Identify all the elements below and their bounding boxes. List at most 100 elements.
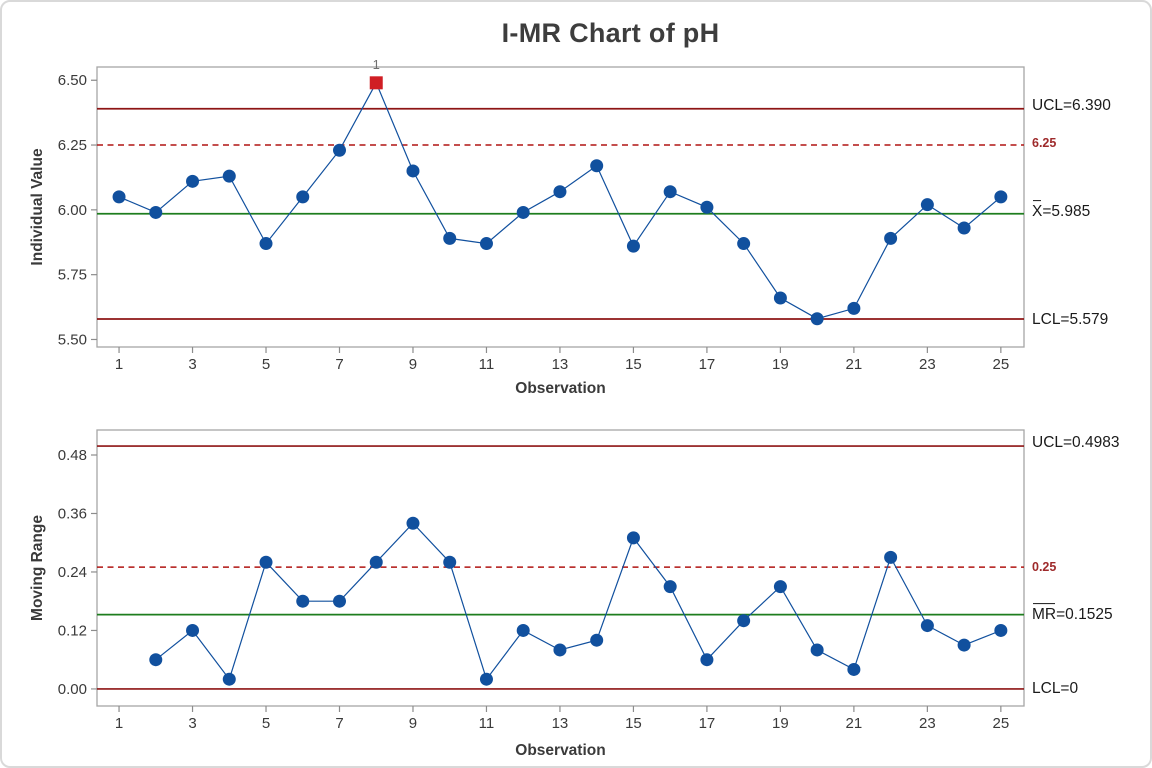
y-tick-label: 5.75: [58, 267, 87, 284]
ooc-flag-label: 1: [373, 57, 380, 72]
x-tick-label: 21: [846, 356, 863, 373]
data-point: [222, 169, 236, 183]
xbar-symbol: X: [1032, 199, 1043, 221]
data-point: [700, 653, 714, 667]
y-tick-label: 5.50: [58, 331, 87, 348]
x-tick-label: 21: [846, 715, 863, 732]
x-tick-label: 17: [699, 356, 716, 373]
data-point: [259, 237, 273, 251]
data-point: [443, 555, 457, 569]
data-point: [737, 614, 751, 628]
data-point: [957, 638, 971, 652]
chart-title: I-MR Chart of pH: [501, 18, 720, 48]
data-point: [332, 143, 346, 157]
data-point: [884, 550, 898, 564]
x-tick-label: 1: [115, 715, 123, 732]
x-tick-label: 11: [479, 715, 495, 732]
data-point: [626, 239, 640, 253]
data-point: [920, 619, 934, 633]
x-tick-label: 23: [919, 715, 936, 732]
data-point: [222, 672, 236, 686]
ucl-label-individuals: UCL=6.390: [1032, 97, 1111, 115]
lcl-label-individuals: LCL=5.579: [1032, 311, 1109, 329]
y-tick-label: 0.12: [58, 622, 87, 639]
y-tick-label: 6.00: [58, 202, 87, 219]
center-label-moving-range: MR=0.1525: [1032, 602, 1113, 624]
data-point: [553, 643, 567, 657]
y-tick-label: 0.24: [58, 564, 87, 581]
x-tick-label: 15: [625, 715, 642, 732]
x-tick-label: 9: [409, 715, 417, 732]
reference-label-moving-range: 0.25: [1032, 559, 1057, 574]
data-point: [186, 174, 200, 188]
data-point: [663, 580, 677, 594]
ucl-label-moving-range: UCL=0.4983: [1032, 434, 1120, 452]
series-line: [155, 522, 1002, 681]
data-point: [884, 231, 898, 245]
mrbar-symbol: MR: [1032, 602, 1057, 624]
data-point: [920, 198, 934, 212]
data-point: [149, 205, 163, 219]
data-point: [847, 301, 861, 315]
x-tick-label: 19: [772, 715, 789, 732]
data-point: [332, 594, 346, 608]
data-point: [994, 623, 1008, 637]
center-value-individuals: =5.985: [1042, 203, 1091, 221]
moving_range-chart: [91, 429, 1025, 712]
y-axis-title: Moving Range: [29, 515, 46, 621]
data-point: [847, 662, 861, 676]
data-point: [590, 633, 604, 647]
data-point: [406, 164, 420, 178]
y-tick-label: 0.48: [58, 447, 87, 464]
x-tick-label: 5: [262, 356, 270, 373]
center-value-moving-range: =0.1525: [1056, 606, 1113, 624]
data-point: [443, 231, 457, 245]
data-point: [149, 653, 163, 667]
x-tick-label: 7: [335, 715, 343, 732]
data-point: [957, 221, 971, 235]
y-tick-label: 6.25: [58, 137, 87, 154]
data-point: [369, 555, 383, 569]
data-point: [626, 531, 640, 545]
data-point: [296, 594, 310, 608]
data-point: [994, 190, 1008, 204]
x-tick-label: 5: [262, 715, 270, 732]
x-tick-label: 1: [115, 356, 123, 373]
x-tick-label: 11: [479, 356, 495, 373]
x-axis-title: Observation: [515, 742, 605, 759]
x-axis-title: Observation: [515, 380, 605, 397]
data-point: [810, 643, 824, 657]
individuals-chart: [91, 66, 1025, 353]
data-point: [296, 190, 310, 204]
data-point: [186, 623, 200, 637]
data-point: [516, 623, 530, 637]
series-line: [118, 81, 1002, 320]
x-tick-label: 7: [335, 356, 343, 373]
data-point: [479, 672, 493, 686]
data-point: [773, 580, 787, 594]
data-point: [810, 312, 824, 326]
x-tick-label: 3: [188, 715, 196, 732]
data-point: [700, 200, 714, 214]
x-tick-label: 17: [699, 715, 716, 732]
data-point: [112, 190, 126, 204]
center-label-individuals: X=5.985: [1032, 199, 1091, 221]
data-point: [737, 237, 751, 251]
data-point: [259, 555, 273, 569]
data-point: [479, 237, 493, 251]
reference-label-individuals: 6.25: [1032, 135, 1057, 150]
data-point: [406, 516, 420, 530]
data-point: [553, 185, 567, 199]
y-axis-title: Individual Value: [29, 148, 46, 266]
x-tick-label: 19: [772, 356, 789, 373]
y-tick-label: 0.00: [58, 681, 87, 698]
y-tick-label: 6.50: [58, 72, 87, 89]
x-tick-label: 3: [188, 356, 196, 373]
data-point: [516, 205, 530, 219]
data-point: [590, 159, 604, 173]
x-tick-label: 13: [552, 715, 569, 732]
data-point: [663, 185, 677, 199]
x-tick-label: 25: [993, 356, 1010, 373]
x-tick-label: 15: [625, 356, 642, 373]
